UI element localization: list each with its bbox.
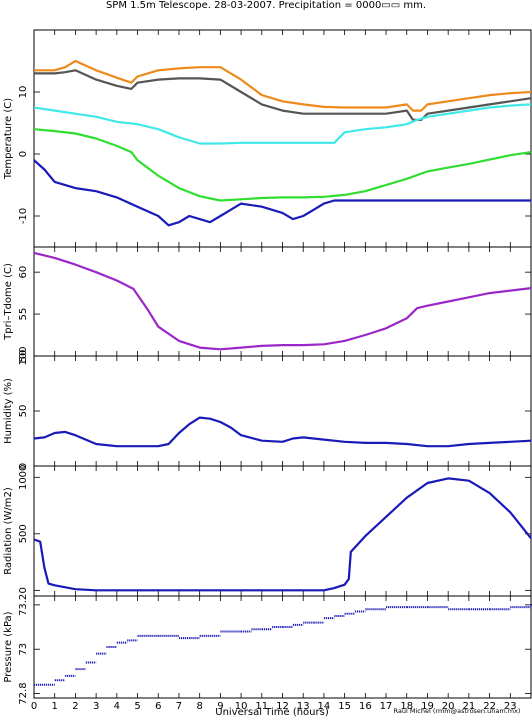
series-line-orange xyxy=(34,59,532,112)
x-tick-label: 8 xyxy=(196,701,202,712)
x-tick-label: 11 xyxy=(255,701,268,712)
y-axis-label: Radiation (W/m2) xyxy=(3,487,14,575)
panel-1: -10 0 10 Temperature (C) xyxy=(3,29,532,248)
x-tick-label: 1 xyxy=(52,701,58,712)
panel-5: 0 1 2 3 4 5 6 7 8 9 10 11 12 13 14 15 16 17 18 19 20 21 22 2372… xyxy=(3,594,532,712)
y-tick-label: 500 xyxy=(18,524,29,543)
x-tick-label: 14 xyxy=(318,701,331,712)
x-tick-label: 12 xyxy=(276,701,289,712)
x-tick-label: 0 xyxy=(31,701,37,712)
y-axis-label: Humidity (%) xyxy=(3,378,14,444)
y-tick-label: 73 xyxy=(18,643,29,656)
y-tick-label: 73.2 xyxy=(18,594,29,616)
x-tick-label: 21 xyxy=(463,701,476,712)
x-tick-label: 3 xyxy=(93,701,99,712)
x-tick-label: 17 xyxy=(380,701,393,712)
panel-4: 0 500 1000 Radiation (W/m2) xyxy=(3,465,532,597)
x-tick-label: 15 xyxy=(338,701,351,712)
y-tick-label: 1000 xyxy=(18,465,29,490)
y-tick-label: 100 xyxy=(18,346,29,365)
y-tick-label: 50 xyxy=(18,405,29,418)
y-tick-label: -10 xyxy=(18,208,29,224)
y-tick-label: 72.8 xyxy=(18,682,29,704)
x-tick-label: 13 xyxy=(297,701,310,712)
x-tick-label: 18 xyxy=(400,701,413,712)
panel-frame xyxy=(33,246,532,357)
series-line-green xyxy=(33,128,532,202)
y-tick-label: 0 xyxy=(18,587,29,593)
x-tick-label: 22 xyxy=(483,701,496,712)
series-line-cyan xyxy=(33,103,532,145)
y-axis-label: Tpri–Tdome (C) xyxy=(3,263,14,341)
y-tick-label: 0 xyxy=(18,151,29,157)
credit-text: Raul Michel (rmm@astrosen.unam.mx) xyxy=(394,707,521,715)
series-line-blue xyxy=(33,477,532,592)
series-line-gray xyxy=(34,69,532,122)
x-tick-label: 7 xyxy=(176,701,182,712)
x-tick-label: 5 xyxy=(134,701,140,712)
panel-frame xyxy=(33,355,532,467)
panel-frame xyxy=(33,465,532,597)
series-line-blue xyxy=(33,416,532,448)
x-tick-label: 16 xyxy=(359,701,372,712)
x-tick-label: 4 xyxy=(114,701,120,712)
chart-title: SPM 1.5m Telescope. 28-03-2007. Precipit… xyxy=(106,0,426,11)
y-tick-label: 50 xyxy=(18,350,29,363)
y-tick-label: 55 xyxy=(18,308,29,321)
x-tick-label: 23 xyxy=(504,701,517,712)
y-axis-label: Temperature (C) xyxy=(3,98,14,180)
x-tick-label: 2 xyxy=(72,701,78,712)
x-tick-label: 10 xyxy=(235,701,248,712)
x-tick-label: 6 xyxy=(155,701,161,712)
y-tick-label: 60 xyxy=(18,266,29,279)
series-line-purple xyxy=(33,251,532,351)
panel-frame xyxy=(33,29,532,248)
y-tick-label: 0 xyxy=(18,463,29,469)
x-tick-label: 20 xyxy=(442,701,455,712)
x-axis-label: Universal Time (hours) xyxy=(215,707,329,718)
y-axis-label: Pressure (kPa) xyxy=(3,611,14,682)
y-tick-label: 10 xyxy=(18,86,29,99)
panel-2: 50 55 60 Tpri–Tdome (C) xyxy=(3,246,532,363)
series-line-blue xyxy=(33,159,531,227)
x-tick-label: 19 xyxy=(421,701,434,712)
x-tick-label: 9 xyxy=(217,701,223,712)
